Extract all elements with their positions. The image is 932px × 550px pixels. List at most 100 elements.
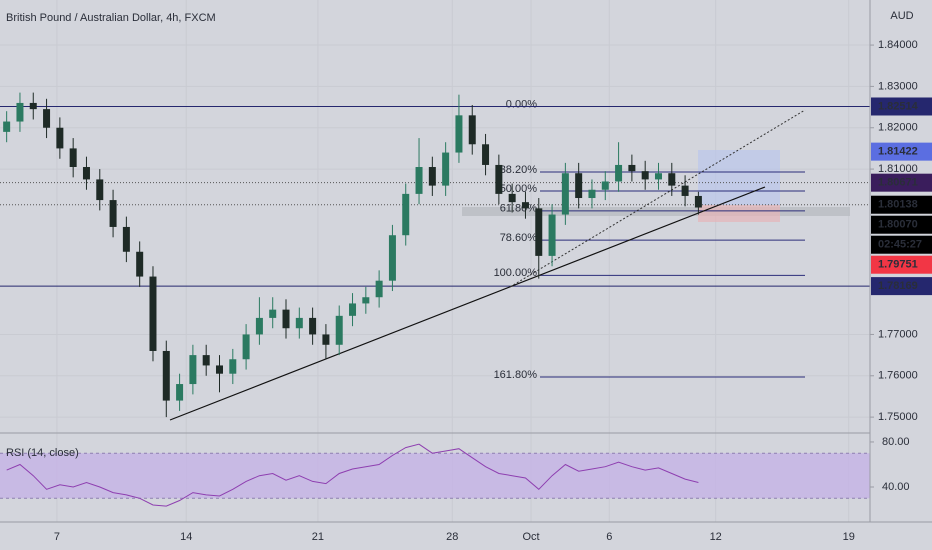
rsi-pane (0, 443, 870, 507)
candle-body (16, 102, 24, 122)
price-label-bg (871, 255, 932, 274)
candle-body (189, 355, 197, 385)
candle-body (96, 179, 104, 201)
x-tick-label: 14 (180, 531, 192, 543)
candle-body (255, 317, 263, 335)
candle-body (349, 303, 357, 316)
candle-body (136, 251, 144, 277)
fib-label: 50.00% (500, 183, 538, 195)
zone-band (462, 207, 850, 216)
candle-body (375, 280, 383, 298)
candle-body (482, 144, 490, 165)
trend-line (169, 186, 766, 421)
candle-body (82, 167, 90, 180)
candle-body (295, 317, 303, 329)
x-tick-label: 6 (606, 531, 612, 543)
candle-body (668, 173, 676, 186)
levels: 0.00%38.20%50.00%61.80%78.60%100.00%161.… (0, 98, 870, 381)
candle-body (242, 334, 250, 360)
candle-body (162, 350, 170, 401)
candle-body (521, 202, 529, 209)
countdown-bg (871, 235, 932, 254)
candle-body (69, 148, 77, 168)
rsi-label: RSI (14, close) (6, 447, 79, 459)
y-tick-label: 1.77000 (878, 328, 918, 340)
price-axis: 1.84000 1.83000 1.82000 1.81000 1.77000 1.760… (870, 39, 932, 493)
candle-body (628, 164, 636, 172)
candle-body (229, 359, 237, 374)
fib-label: 38.20% (500, 164, 538, 176)
candle-body (694, 195, 702, 208)
candle-body (43, 109, 51, 128)
fib-label: 0.00% (506, 98, 537, 110)
candle-body (269, 309, 277, 318)
fib-label: 100.00% (494, 267, 538, 279)
candle-body (548, 214, 556, 256)
candle-body (415, 167, 423, 194)
candle-body (388, 235, 396, 281)
candle-body (202, 355, 210, 366)
x-tick-label: 21 (312, 531, 324, 543)
candle-body (442, 152, 450, 186)
candle-body (176, 384, 184, 401)
x-tick-label: 28 (446, 531, 458, 543)
candle-body (561, 173, 569, 215)
candle-body (282, 309, 290, 329)
x-tick-label: 19 (843, 531, 855, 543)
y-tick-label: 1.82000 (878, 122, 918, 134)
price-label: 1.82514 (878, 100, 919, 112)
candle-body (29, 102, 37, 110)
candle-body (615, 164, 623, 182)
x-tick-label: 12 (710, 531, 722, 543)
x-tick-label: 7 (54, 531, 60, 543)
candles (3, 92, 702, 418)
price-label: 1.78169 (878, 280, 918, 292)
price-label-bg (871, 195, 932, 214)
price-label: 1.80138 (878, 199, 918, 211)
candle-body (122, 226, 130, 252)
price-label: 1.80070 (878, 219, 918, 231)
candle-body (215, 365, 223, 374)
candle-body (575, 173, 583, 199)
y-tick-label: 1.75000 (878, 411, 918, 423)
countdown: 02:45:27 (878, 239, 922, 251)
x-tick-label: Oct (522, 531, 539, 543)
candle-body (641, 171, 649, 180)
candle-body (495, 164, 503, 194)
fib-label: 78.60% (500, 232, 538, 244)
candle-body (109, 200, 117, 227)
y-tick-label: 1.81000 (878, 163, 918, 175)
candle-body (508, 193, 516, 203)
price-label: 1.81422 (878, 146, 918, 158)
candle-body (149, 276, 157, 351)
rsi-tick-label: 80.00 (882, 436, 910, 448)
candle-body (654, 173, 662, 180)
candle-body (535, 208, 543, 256)
price-label-bg (871, 215, 932, 234)
chart-title: British Pound / Australian Dollar, 4h, F… (6, 12, 216, 24)
price-label: 1.79751 (878, 259, 918, 271)
candle-body (402, 193, 410, 236)
rsi-tick-label: 40.00 (882, 481, 910, 493)
price-label-bg (871, 173, 932, 192)
y-tick-label: 1.76000 (878, 370, 918, 382)
y-tick-label: 1.84000 (878, 39, 918, 51)
rsi-band (0, 453, 870, 499)
price-label-bg (871, 97, 932, 116)
stop-box (698, 205, 780, 222)
candle-body (362, 297, 370, 304)
currency-label: AUD (890, 10, 913, 22)
candle-body (56, 127, 64, 149)
candle-body (455, 115, 463, 153)
candle-body (588, 189, 596, 199)
candle-body (309, 317, 317, 335)
candle-body (681, 185, 689, 196)
price-label: 1.80671 (878, 177, 918, 189)
fib-label: 161.80% (494, 369, 538, 381)
target-box (698, 150, 780, 205)
candle-body (335, 315, 343, 345)
price-label-bg (871, 142, 932, 161)
price-label-bg (871, 277, 932, 296)
candle-body (3, 121, 11, 132)
